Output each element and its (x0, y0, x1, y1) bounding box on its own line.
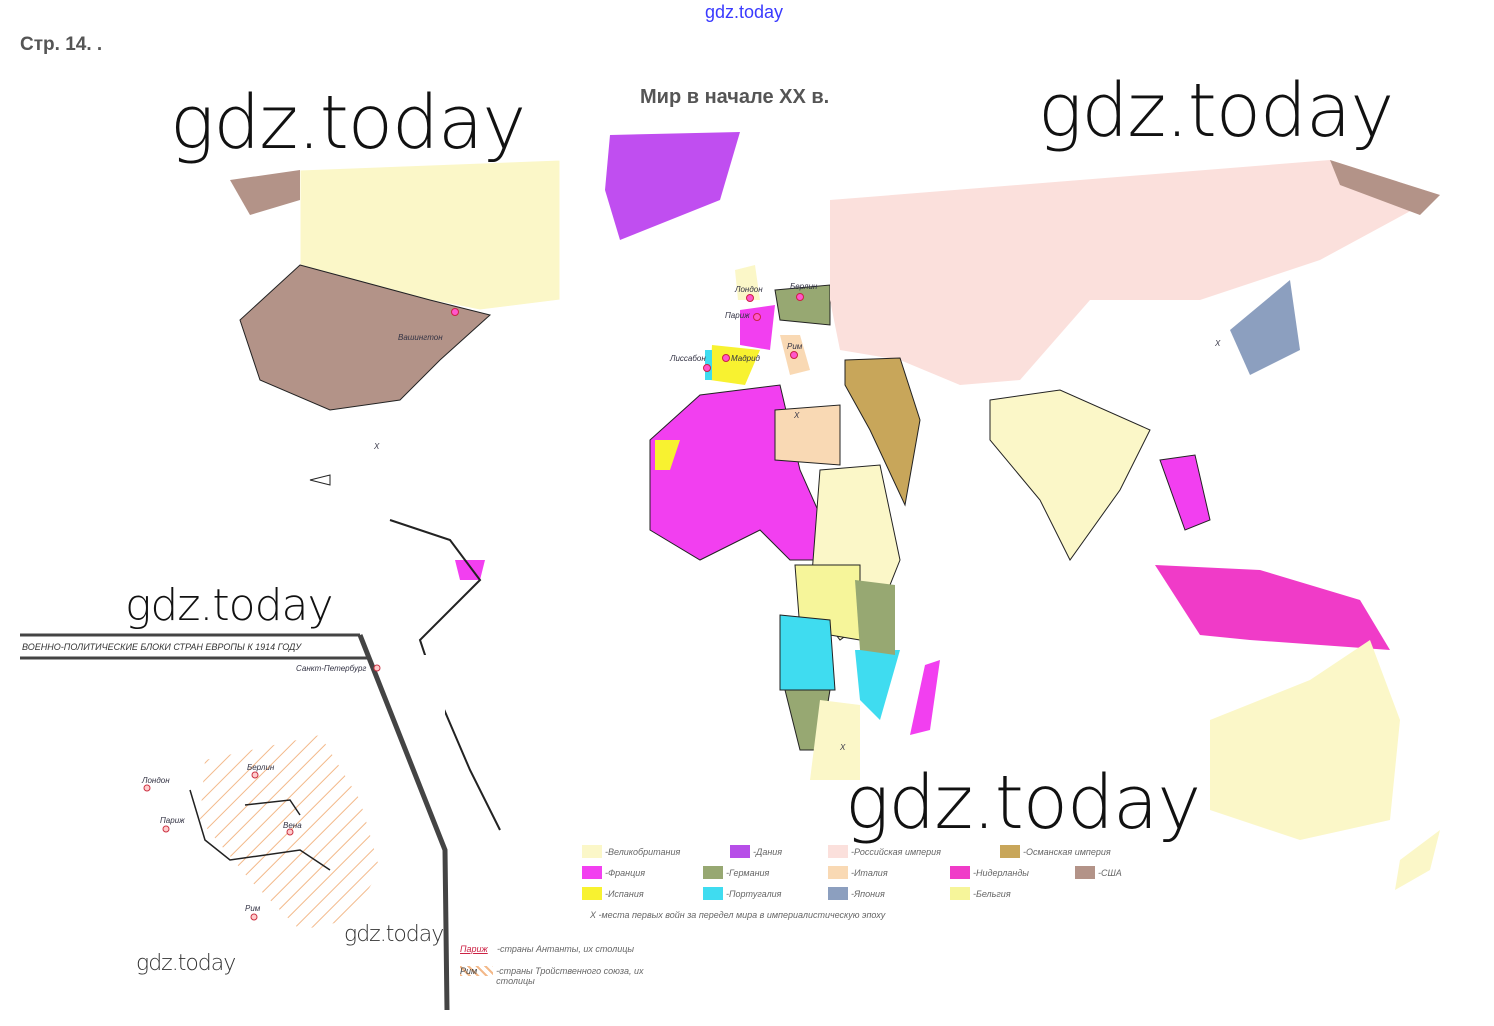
capital-washington-marker (451, 308, 459, 316)
region-alaska (230, 170, 300, 215)
inset-map: Санкт-Петербург Лондон Берлин Париж Вена… (0, 633, 450, 1026)
legend-swatch (1075, 866, 1095, 879)
region-russia (830, 160, 1440, 385)
capital-berlin-marker (796, 293, 804, 301)
region-france (740, 305, 775, 350)
inset-city-paris: Париж (160, 816, 185, 825)
watermark: gdz.today (136, 951, 236, 976)
legend-swatch (1000, 845, 1020, 858)
region-germany (774, 284, 831, 326)
capital-markers (451, 293, 804, 372)
region-madagascar (910, 660, 940, 735)
watermark: gdz.today (1038, 68, 1394, 154)
war-marker: X (839, 743, 846, 752)
legend-swatch (828, 887, 848, 900)
legend-swatch (950, 887, 970, 900)
city-paris: Париж (725, 311, 750, 320)
inset-city-rome: Рим (245, 904, 261, 913)
capital-london-marker (746, 294, 754, 302)
war-marker: X (373, 442, 380, 451)
region-japan (1230, 280, 1300, 375)
region-angola (779, 614, 836, 691)
watermark: gdz.today (344, 922, 444, 947)
region-s-america-guiana (455, 560, 485, 580)
war-marker: X (1214, 339, 1221, 348)
legend-swatch (828, 845, 848, 858)
legend-label: -Япония (851, 888, 885, 899)
inset-legend-sample: Париж (460, 944, 488, 954)
region-india (989, 389, 1151, 561)
inset-legend-label: -страны Антанты, их столицы (497, 944, 634, 954)
inset-city-berlin: Берлин (247, 763, 275, 772)
page-label: Стр. 14. . (20, 34, 103, 55)
region-africa-italy (774, 404, 841, 466)
legend-label: -Дания (753, 846, 783, 857)
watermark: gdz.today (845, 760, 1201, 846)
capital-paris-marker (753, 313, 761, 321)
region-britain (735, 265, 760, 300)
capital-rome-marker (790, 351, 798, 359)
region-west-sahara (655, 440, 680, 470)
legend-label: -Российская империя (851, 846, 941, 857)
region-east-indies (1155, 565, 1390, 650)
city-lisbon: Лиссабон (669, 354, 706, 363)
legend-label: -Османская империя (1023, 846, 1111, 857)
region-ottoman (844, 357, 921, 507)
region-mozambique (855, 650, 900, 720)
city-berlin: Берлин (790, 282, 818, 291)
region-cuba (309, 474, 331, 486)
legend-swatch (582, 845, 602, 858)
region-usa (239, 264, 492, 411)
legend-swatch (703, 887, 723, 900)
legend-label: -Бельгия (973, 888, 1011, 899)
legend-label: -Испания (605, 888, 644, 899)
city-london: Лондон (734, 285, 763, 294)
inset-city-london: Лондон (141, 776, 170, 785)
inset-legend-sample: Рим (460, 966, 494, 976)
capital-lisbon-marker (703, 364, 711, 372)
legend-swatch (582, 866, 602, 879)
region-indochina (1159, 454, 1211, 531)
top-watermark: gdz.today (705, 2, 784, 22)
war-marker: X (793, 411, 800, 420)
city-madrid: Мадрид (731, 354, 761, 363)
coastline-south-america (389, 519, 501, 831)
legend-label: -Португалия (726, 888, 782, 899)
map-title: Мир в начале XX в. (640, 86, 830, 108)
region-spain (710, 345, 760, 385)
legend-swatch (730, 845, 750, 858)
region-south-africa (810, 700, 860, 780)
legend-war-note: X -места первых войн за передел мира в и… (590, 910, 886, 920)
inset-city-vienna: Вена (283, 821, 302, 830)
inset-city-stpetersburg: Санкт-Петербург (296, 664, 366, 673)
legend-label: -США (1098, 867, 1122, 878)
capital-madrid-marker (722, 354, 730, 362)
inset-title: ВОЕННО-ПОЛИТИЧЕСКИЕ БЛОКИ СТРАН ЕВРОПЫ К… (22, 642, 302, 652)
region-australia (1210, 640, 1400, 840)
legend-swatch (950, 866, 970, 879)
inset-legend-label: -страны Тройственного союза, их столицы (496, 966, 644, 986)
city-washington: Вашингтон (398, 333, 443, 342)
legend-label: -Франция (605, 867, 646, 878)
watermark: gdz.today (170, 80, 526, 166)
legend-label: -Италия (851, 867, 888, 878)
legend-label: -Германия (726, 867, 770, 878)
watermark: gdz.today (125, 580, 334, 631)
region-new-zealand (1395, 830, 1440, 890)
region-east-russia (1330, 160, 1440, 215)
legend-label: -Великобритания (605, 846, 681, 857)
region-greenland (605, 132, 740, 240)
region-east-africa-germany (855, 580, 895, 655)
legend-swatch (828, 866, 848, 879)
legend-swatch (582, 887, 602, 900)
legend-label: -Нидерланды (973, 867, 1029, 878)
legend-swatch (703, 866, 723, 879)
city-rome: Рим (787, 342, 803, 351)
